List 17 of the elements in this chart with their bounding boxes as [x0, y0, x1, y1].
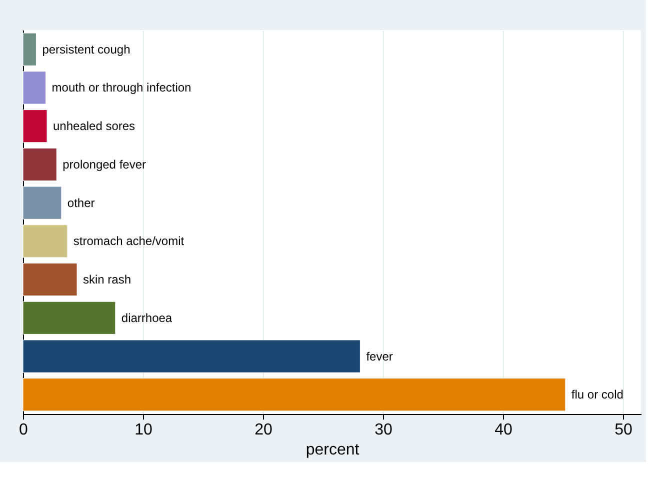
y-tick-label: diarrhoea	[121, 310, 172, 325]
y-tick-label: stromach ache/vomit	[73, 234, 185, 248]
y-tick-label: flu or cold	[571, 388, 624, 402]
x-tick-label: 50	[614, 422, 632, 438]
y-tick-label: prolonged fever	[62, 157, 146, 172]
x-tick-label: 20	[254, 422, 272, 438]
y-tick-label: mouth or through infection	[52, 80, 192, 95]
x-tick-label: 40	[494, 422, 512, 438]
x-axis-title: percent	[306, 442, 360, 458]
y-tick-label: fever	[366, 349, 393, 364]
y-tick-label: skin rash	[83, 272, 132, 287]
x-tick-label: 0	[19, 422, 28, 438]
y-tick-label: persistent cough	[42, 42, 130, 56]
y-tick-label: other	[67, 196, 95, 210]
y-tick-label: unhealed sores	[53, 119, 136, 134]
x-tick-label: 30	[374, 422, 392, 438]
x-tick-label: 10	[134, 422, 152, 438]
